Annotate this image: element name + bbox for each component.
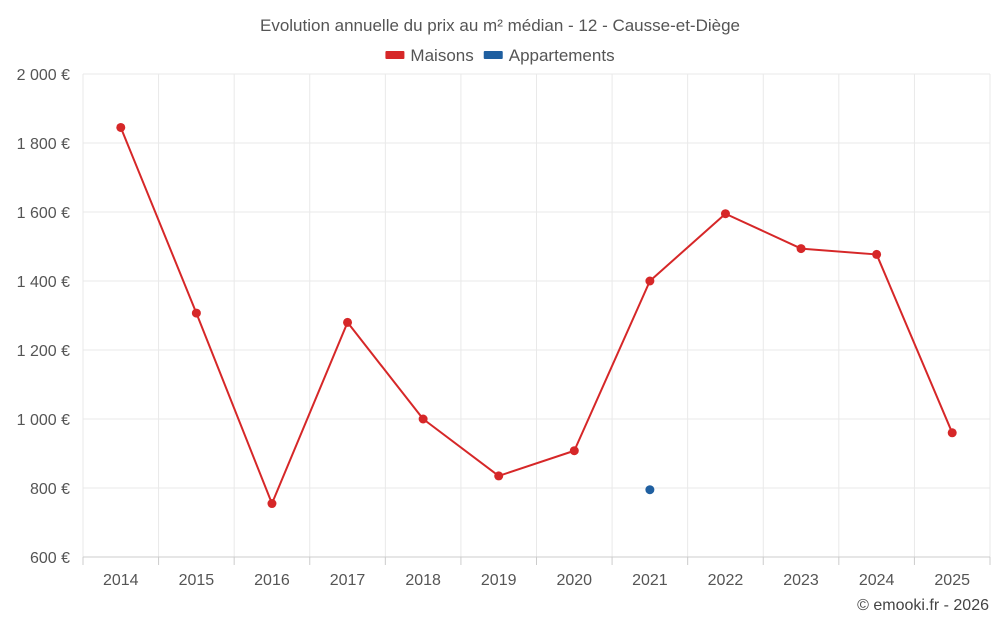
data-point[interactable]	[569, 446, 579, 456]
data-point[interactable]	[872, 249, 882, 259]
x-tick-label: 2021	[632, 572, 668, 589]
series-line	[119, 127, 954, 505]
legend-swatch	[483, 51, 503, 59]
x-tick-label: 2024	[859, 572, 895, 589]
legend-item-appartements[interactable]: Appartements	[483, 46, 615, 65]
data-point[interactable]	[645, 485, 655, 495]
x-tick-label: 2023	[783, 572, 819, 589]
x-tick-label: 2015	[179, 572, 215, 589]
y-tick-label: 600 €	[30, 550, 70, 567]
data-point[interactable]	[267, 499, 277, 509]
axes: 600 € 800 € 1 000 € 1 200 € 1 400 € 1 600 € 1 …	[17, 67, 991, 589]
x-tick-label: 2018	[405, 572, 441, 589]
y-tick-label: 1 000 €	[17, 412, 70, 429]
data-point[interactable]	[796, 244, 806, 254]
x-tick-label: 2020	[556, 572, 592, 589]
y-tick-label: 800 €	[30, 481, 70, 498]
y-tick-label: 1 600 €	[17, 205, 70, 222]
data-point[interactable]	[720, 209, 730, 219]
legend-swatch	[385, 51, 405, 59]
x-tick-label: 2016	[254, 572, 290, 589]
grid	[82, 73, 991, 558]
data-point[interactable]	[947, 428, 957, 438]
x-tick-label: 2019	[481, 572, 517, 589]
data-point[interactable]	[494, 471, 504, 481]
x-tick-label: 2017	[330, 572, 366, 589]
series-maisons	[116, 122, 957, 509]
y-tick-label: 1 400 €	[17, 274, 70, 291]
legend: Maisons Appartements	[385, 46, 615, 65]
x-tick-label: 2025	[934, 572, 970, 589]
legend-label: Maisons	[410, 46, 473, 65]
data-point[interactable]	[418, 414, 428, 424]
y-tick-label: 2 000 €	[17, 67, 70, 84]
x-tick-label: 2022	[708, 572, 744, 589]
credit: © emooki.fr - 2026	[857, 597, 989, 614]
x-tick-label: 2014	[103, 572, 139, 589]
data-point[interactable]	[116, 122, 126, 132]
series	[116, 122, 957, 509]
data-point[interactable]	[191, 308, 201, 318]
data-point[interactable]	[343, 317, 353, 327]
legend-label: Appartements	[509, 46, 615, 65]
series-appartements	[645, 485, 655, 495]
y-tick-label: 1 800 €	[17, 136, 70, 153]
data-point[interactable]	[645, 276, 655, 286]
legend-item-maisons[interactable]: Maisons	[385, 46, 474, 65]
y-tick-label: 1 200 €	[17, 343, 70, 360]
chart-title: Evolution annuelle du prix au m² médian …	[260, 16, 740, 35]
